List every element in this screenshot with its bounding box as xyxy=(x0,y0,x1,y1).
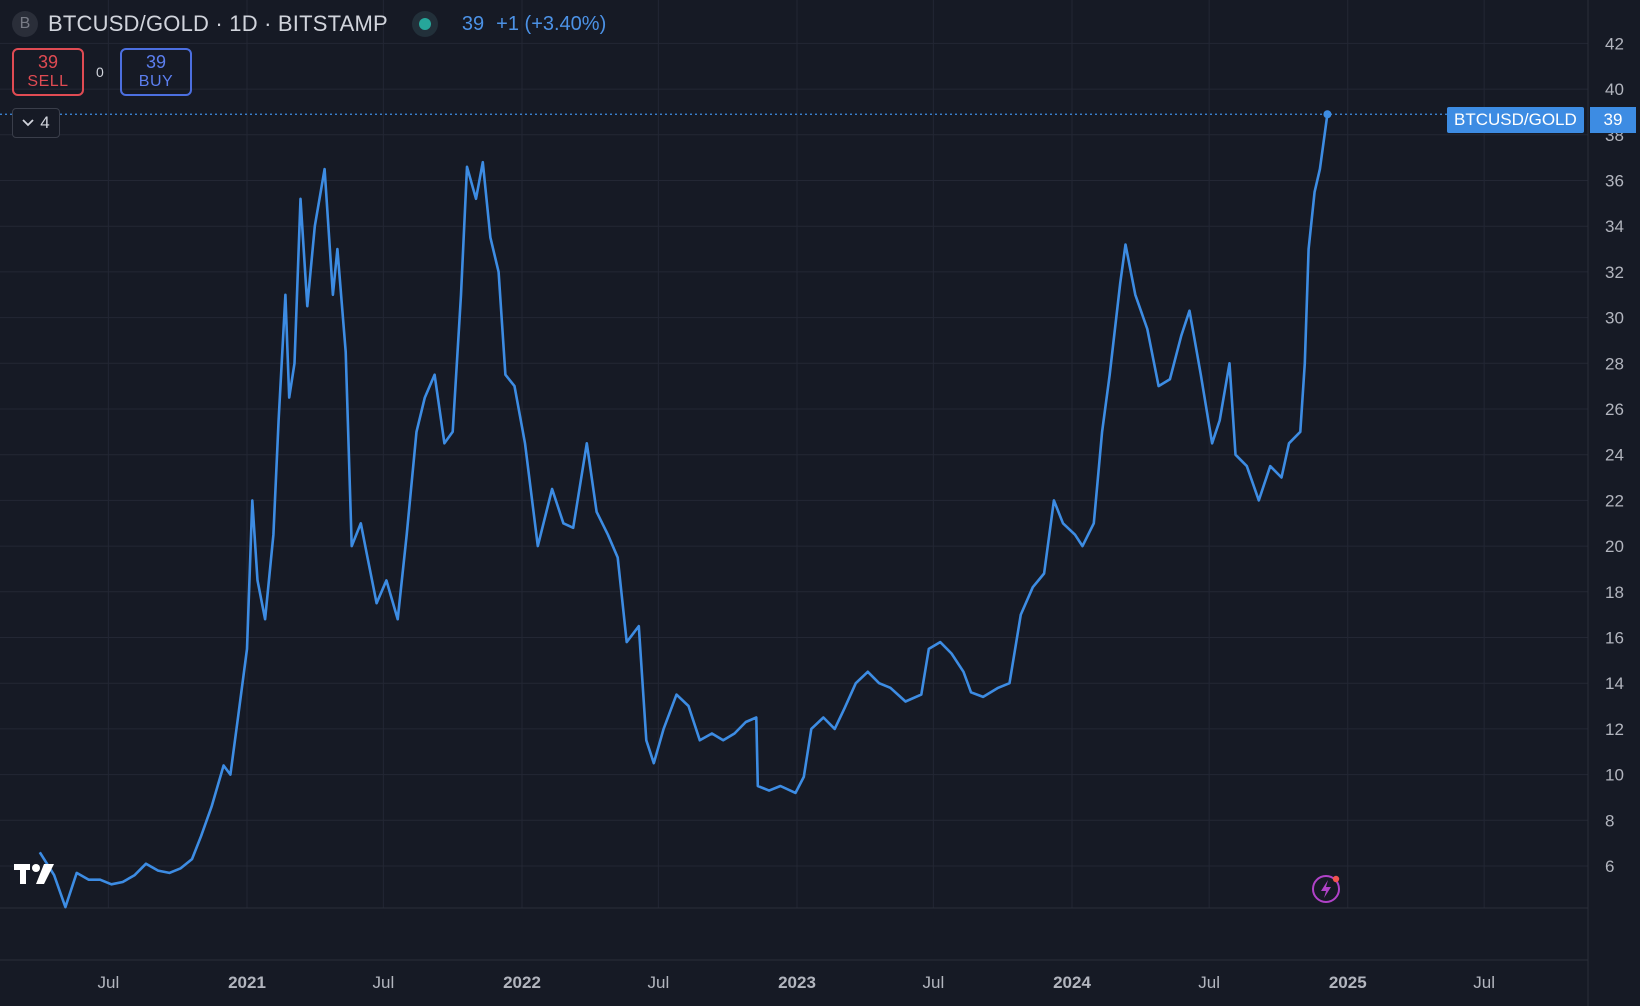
y-tick-label: 10 xyxy=(1605,766,1624,785)
y-tick-label: 18 xyxy=(1605,583,1624,602)
header-price: 39 xyxy=(461,12,485,35)
buy-label: BUY xyxy=(138,73,174,91)
x-tick-label: 2022 xyxy=(503,973,541,992)
x-tick-label: Jul xyxy=(98,973,120,992)
chart-header: B BTCUSD/GOLD · 1D · BITSTAMP 39 +1 (+3.… xyxy=(12,8,606,40)
series-price-tag: BTCUSD/GOLD xyxy=(1447,107,1584,133)
time-axis[interactable]: Jul 2021 Jul 2022 Jul 2023 Jul 2024 Jul 2025 Jul xyxy=(98,973,1495,992)
header-change: +1 (+3.40%) xyxy=(496,12,607,35)
chevron-down-icon xyxy=(22,119,34,127)
sell-button[interactable]: 39 SELL xyxy=(12,48,84,96)
indicators-count: 4 xyxy=(40,113,50,132)
y-tick-label: 24 xyxy=(1605,446,1624,465)
x-tick-label: Jul xyxy=(923,973,945,992)
y-tick-label: 8 xyxy=(1605,811,1614,830)
x-tick-label: 2025 xyxy=(1329,973,1367,992)
symbol-logo-icon: B xyxy=(12,11,38,37)
buy-button[interactable]: 39 BUY xyxy=(120,48,192,96)
y-tick-label: 34 xyxy=(1605,217,1624,236)
sell-label: SELL xyxy=(27,73,69,91)
y-tick-label: 12 xyxy=(1605,720,1624,739)
x-tick-label: 2024 xyxy=(1053,973,1091,992)
indicators-toggle-button[interactable]: 4 xyxy=(12,108,60,138)
spread-value: 0 xyxy=(96,64,104,80)
y-tick-label: 30 xyxy=(1605,309,1624,328)
y-tick-label: 6 xyxy=(1605,857,1614,876)
x-tick-label: Jul xyxy=(1473,973,1495,992)
y-tick-label: 28 xyxy=(1605,354,1624,373)
x-tick-label: 2023 xyxy=(778,973,816,992)
last-point xyxy=(1323,110,1332,119)
series-line[interactable] xyxy=(38,114,1329,909)
status-dot-icon xyxy=(411,11,438,37)
y-tick-label: 32 xyxy=(1605,263,1624,282)
x-tick-label: 2021 xyxy=(228,973,266,992)
y-tick-label: 42 xyxy=(1605,34,1624,53)
price-axis-current-value: 39 xyxy=(1590,107,1636,133)
grid xyxy=(0,0,1588,908)
x-tick-label: Jul xyxy=(648,973,670,992)
tradingview-logo-icon[interactable] xyxy=(14,862,62,888)
y-tick-label: 14 xyxy=(1605,674,1624,693)
buy-value: 39 xyxy=(145,52,167,73)
y-tick-label: 36 xyxy=(1605,172,1624,191)
y-tick-label: 20 xyxy=(1605,537,1624,556)
y-tick-label: 26 xyxy=(1605,400,1624,419)
y-tick-label: 22 xyxy=(1605,491,1624,510)
y-tick-label: 40 xyxy=(1605,80,1624,99)
x-tick-label: Jul xyxy=(373,973,395,992)
sell-value: 39 xyxy=(37,52,59,73)
lightning-icon[interactable] xyxy=(1311,874,1341,904)
x-tick-label: Jul xyxy=(1198,973,1220,992)
symbol-title[interactable]: BTCUSD/GOLD · 1D · BITSTAMP xyxy=(48,11,388,36)
y-tick-label: 16 xyxy=(1605,629,1624,648)
